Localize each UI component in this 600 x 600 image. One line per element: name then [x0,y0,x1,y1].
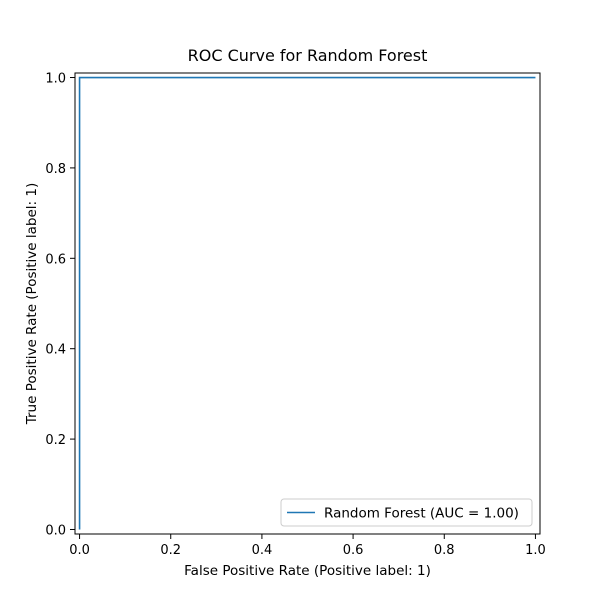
x-tick-label: 0.0 [69,543,90,558]
y-tick-label: 0.8 [45,162,66,177]
legend: Random Forest (AUC = 1.00) [280,498,533,527]
y-tick-label: 0.4 [45,343,66,358]
legend-entry-label: Random Forest (AUC = 1.00) [324,506,519,522]
roc-curve-line [78,76,536,530]
x-tick-label: 0.4 [252,543,273,558]
axes-frame [74,72,541,535]
y-tick-label: 0.6 [45,252,66,267]
y-tick-label: 0.2 [45,433,66,448]
x-axis-label: False Positive Rate (Positive label: 1) [184,563,431,579]
chart-title: ROC Curve for Random Forest [188,46,428,65]
plot-area: 0.0 0.2 0.4 0.6 0.8 1.0 0.0 0.2 0.4 0.6 0.8 1.0 [45,72,545,558]
x-tick-label: 0.6 [343,543,364,558]
legend-box [280,498,533,527]
x-tick-label: 1.0 [525,543,546,558]
y-tick-label: 0.0 [45,523,66,538]
y-axis-label: True Positive Rate (Positive label: 1) [24,183,40,426]
x-tick-label: 0.2 [160,543,181,558]
x-tick-label: 0.8 [434,543,455,558]
y-tick-label: 1.0 [45,72,66,87]
